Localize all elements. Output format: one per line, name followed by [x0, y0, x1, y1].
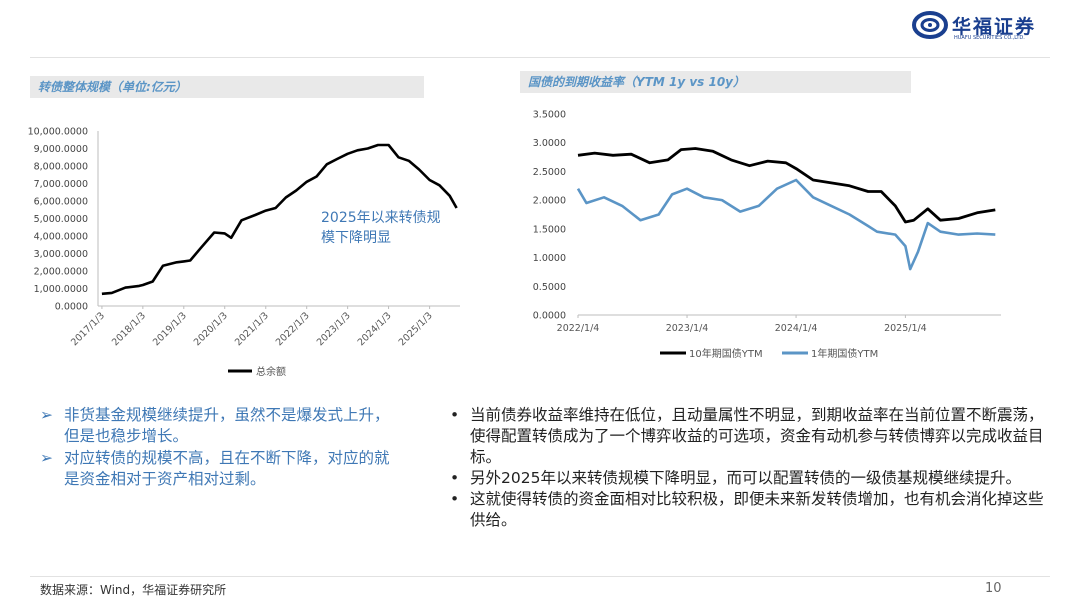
- y-tick-label: 0.0000: [55, 302, 88, 313]
- chart-annotation-line-2: 模下降明显: [321, 230, 391, 246]
- x-tick-label: 2019/1/3: [151, 310, 189, 348]
- x-tick-label: 2017/1/3: [69, 310, 107, 348]
- y-tick-label: 4,000.0000: [34, 232, 88, 243]
- company-logo: 华福证券 HUAFU SECURITIES CO.,LTD.: [912, 10, 1052, 44]
- bullet-marker-icon: •: [450, 490, 460, 508]
- right-bullet-list: • 当前债券收益率维持在低位，且动量属性不明显，到期收益率在当前位置不断震荡，使得…: [450, 405, 1056, 531]
- right-chart-title: 国债的到期收益率（YTM 1y vs 10y）: [520, 71, 911, 93]
- right-bullet-item: • 这就使得转债的资金面相对比较积极，即便未来新发转债增加，也有机会消化掉这些供给…: [450, 489, 1056, 531]
- series-line-total-balance: [101, 143, 458, 296]
- x-tick-label: 2018/1/3: [110, 310, 148, 348]
- x-tick-label: 2022/1/3: [274, 310, 312, 348]
- right-bullet-text: 另外2025年以来转债规模下降明显，而可以配置转债的一级债基规模继续提升。: [470, 469, 1021, 487]
- left-bullet-item: ➢ 对应转债的规模不高，且在不断下降，对应的就是资金相对于资产相对过剩。: [40, 448, 400, 490]
- footer-divider: [30, 576, 1050, 577]
- right-bullet-text: 当前债券收益率维持在低位，且动量属性不明显，到期收益率在当前位置不断震荡，使得配…: [470, 406, 1044, 466]
- bullet-marker-icon: ➢: [40, 406, 53, 424]
- x-tick-label: 2021/1/3: [233, 310, 271, 348]
- y-tick-label: 7,000.0000: [34, 179, 88, 190]
- legend-label: 总余额: [256, 365, 286, 378]
- x-tick-label: 2020/1/3: [192, 310, 230, 348]
- right-bullet-item: • 当前债券收益率维持在低位，且动量属性不明显，到期收益率在当前位置不断震荡，使得…: [450, 405, 1056, 468]
- left-bullet-item: ➢ 非货基金规模继续提升，虽然不是爆发式上升，但是也稳步增长。: [40, 405, 400, 447]
- left-bullet-text: 对应转债的规模不高，且在不断下降，对应的就是资金相对于资产相对过剩。: [64, 449, 390, 488]
- y-tick-label: 3,000.0000: [34, 249, 88, 260]
- x-tick-label: 2024/1/3: [356, 310, 394, 348]
- left-bullet-text: 非货基金规模继续提升，虽然不是爆发式上升，但是也稳步增长。: [64, 406, 390, 445]
- left-bullet-list: ➢ 非货基金规模继续提升，虽然不是爆发式上升，但是也稳步增长。 ➢ 对应转债的规模不高…: [40, 405, 400, 491]
- left-chart-title: 转债整体规模（单位:亿元）: [30, 76, 424, 98]
- chart-annotation-line-1: 2025年以来转债规: [321, 210, 441, 226]
- y-tick-label: 10,000.0000: [28, 127, 88, 138]
- y-tick-label: 9,000.0000: [34, 144, 88, 155]
- right-bullet-item: • 另外2025年以来转债规模下降明显，而可以配置转债的一级债基规模继续提升。: [450, 468, 1056, 489]
- chart-annotation: 2025年以来转债规 模下降明显: [321, 208, 441, 248]
- right-bullet-text: 这就使得转债的资金面相对比较积极，即便未来新发转债增加，也有机会消化掉这些供给。: [470, 490, 1044, 529]
- header-divider: [30, 57, 1050, 58]
- x-tick-label: 2025/1/3: [397, 310, 435, 348]
- y-tick-label: 1,000.0000: [34, 284, 88, 295]
- logo-english-name: HUAFU SECURITIES CO.,LTD.: [954, 35, 1025, 41]
- page-number: 10: [985, 581, 1002, 596]
- y-tick-label: 6,000.0000: [34, 197, 88, 208]
- bullet-marker-icon: •: [450, 469, 460, 487]
- logo-emblem-icon: [912, 11, 948, 39]
- data-source-note: 数据来源：Wind，华福证券研究所: [40, 583, 227, 597]
- y-tick-label: 8,000.0000: [34, 162, 88, 173]
- y-tick-label: 5,000.0000: [34, 214, 88, 225]
- y-tick-label: 2,000.0000: [34, 267, 88, 278]
- bullet-marker-icon: •: [450, 406, 460, 424]
- bullet-marker-icon: ➢: [40, 449, 53, 467]
- logo-chinese-name: 华福证券: [952, 16, 1037, 38]
- x-tick-label: 2023/1/3: [315, 310, 353, 348]
